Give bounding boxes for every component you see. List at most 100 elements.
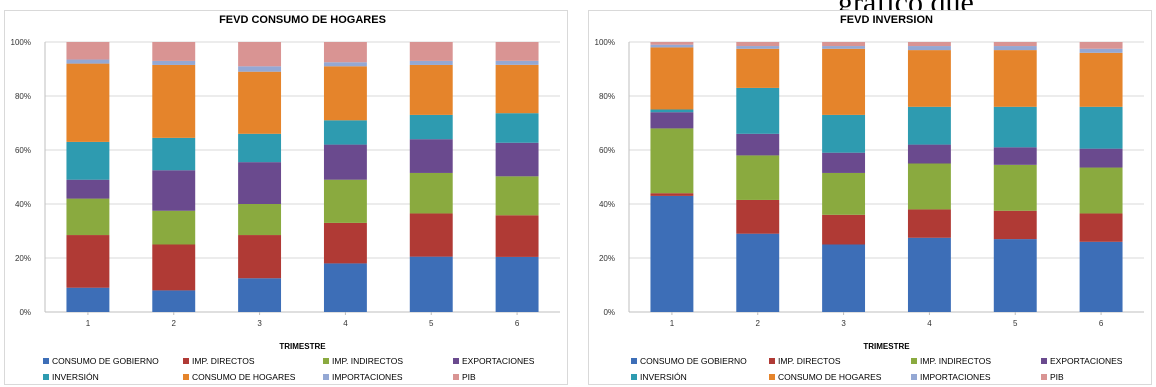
legend-item-imp-indirectos: IMP. INDIRECTOS xyxy=(911,356,991,366)
bar-segment-importaciones-2 xyxy=(152,60,196,65)
bar-segment-imp-directos-1 xyxy=(66,235,110,288)
bar-segment-consumo-de-gobierno-5 xyxy=(409,256,453,312)
bar-segment-importaciones-3 xyxy=(238,66,282,72)
bar-segment-inversion-3 xyxy=(238,133,282,163)
legend-swatch xyxy=(43,358,49,364)
bar-segment-consumo-de-hogares-5 xyxy=(993,50,1037,107)
bar-segment-imp-indirectos-5 xyxy=(993,164,1037,211)
bar-segment-consumo-de-gobierno-2 xyxy=(152,290,196,312)
y-tick-label: 20% xyxy=(599,254,615,263)
x-tick-label: 3 xyxy=(257,319,262,328)
legend-label: IMPORTACIONES xyxy=(920,372,991,382)
bar-segment-inversion-5 xyxy=(993,106,1037,148)
y-tick-label: 40% xyxy=(15,200,31,209)
bar-segment-consumo-de-hogares-2 xyxy=(736,48,780,88)
x-tick-label: 6 xyxy=(515,319,520,328)
bar-segment-imp-directos-3 xyxy=(238,235,282,279)
bar-segment-importaciones-4 xyxy=(907,46,951,51)
bar-segment-importaciones-5 xyxy=(993,46,1037,51)
bar-segment-imp-directos-1 xyxy=(650,193,694,196)
legend-swatch xyxy=(769,374,775,380)
legend-item-pib: PIB xyxy=(453,372,476,382)
bar-segment-exportaciones-2 xyxy=(152,170,196,211)
chart-svg: FEVD CONSUMO DE HOGARES 0% 20% 40% 60% 80% 100… xyxy=(11,14,560,382)
x-axis-title: TRIMESTRE xyxy=(863,342,910,351)
bar-segment-importaciones-5 xyxy=(409,60,453,65)
bar-segment-pib-6 xyxy=(495,42,539,61)
bar-segment-exportaciones-4 xyxy=(907,144,951,164)
bar-segment-consumo-de-gobierno-4 xyxy=(907,237,951,312)
bar-segment-importaciones-3 xyxy=(822,46,866,49)
bar-segment-inversion-2 xyxy=(152,137,196,171)
bar-segment-inversion-5 xyxy=(409,114,453,140)
bar-segment-consumo-de-hogares-4 xyxy=(323,66,367,121)
bar-segment-consumo-de-hogares-4 xyxy=(907,50,951,107)
bar-segment-pib-3 xyxy=(822,42,866,47)
legend-item-exportaciones: EXPORTACIONES xyxy=(1041,356,1123,366)
bar-segment-imp-indirectos-3 xyxy=(822,172,866,215)
bar-segment-consumo-de-gobierno-3 xyxy=(238,278,282,312)
chart-title: FEVD INVERSION xyxy=(840,14,933,26)
legend-swatch xyxy=(323,374,329,380)
legend-item-imp-directos: IMP. DIRECTOS xyxy=(183,356,255,366)
bar-segment-consumo-de-gobierno-3 xyxy=(822,244,866,312)
bar-segment-imp-indirectos-2 xyxy=(736,155,780,200)
bar-segment-inversion-4 xyxy=(907,106,951,145)
bar-segment-pib-5 xyxy=(409,42,453,61)
legend-swatch xyxy=(631,374,637,380)
x-tick-label: 4 xyxy=(927,319,932,328)
bar-segment-consumo-de-hogares-2 xyxy=(152,64,196,138)
bar-segment-imp-directos-2 xyxy=(736,199,780,234)
y-tick-label: 80% xyxy=(15,92,31,101)
legend-swatch xyxy=(911,358,917,364)
legend-label: IMP. DIRECTOS xyxy=(778,356,841,366)
x-tick-label: 2 xyxy=(172,319,177,328)
bar-segment-exportaciones-1 xyxy=(650,112,694,129)
legend-swatch xyxy=(183,358,189,364)
bar-segment-pib-2 xyxy=(736,42,780,47)
legend-label: IMPORTACIONES xyxy=(332,372,403,382)
y-tick-label: 100% xyxy=(595,38,615,47)
bar-segment-consumo-de-hogares-3 xyxy=(822,48,866,115)
chart-svg: FEVD INVERSION 0% 20% 40% 60% 80% 100% 1 2 3 4 5 6 TR… xyxy=(595,14,1144,382)
bar-segment-consumo-de-hogares-5 xyxy=(409,64,453,115)
bar-segment-pib-4 xyxy=(323,42,367,63)
x-tick-label: 6 xyxy=(1099,319,1104,328)
bar-segment-imp-indirectos-1 xyxy=(650,128,694,194)
bar-segment-imp-directos-2 xyxy=(152,244,196,291)
bar-segment-pib-1 xyxy=(650,42,694,45)
legend-item-consumo-de-gobierno: CONSUMO DE GOBIERNO xyxy=(631,356,747,366)
bar-segment-importaciones-6 xyxy=(495,60,539,65)
legend-label: CONSUMO DE GOBIERNO xyxy=(640,356,747,366)
bar-segment-imp-directos-6 xyxy=(1079,213,1123,242)
bar-segment-inversion-3 xyxy=(822,114,866,153)
y-tick-label: 80% xyxy=(599,92,615,101)
y-tick-label: 60% xyxy=(15,146,31,155)
bar-segment-imp-indirectos-6 xyxy=(1079,167,1123,214)
x-tick-label: 1 xyxy=(670,319,675,328)
bar-segment-imp-directos-4 xyxy=(907,209,951,238)
legend-item-consumo-de-hogares: CONSUMO DE HOGARES xyxy=(769,372,882,382)
chart-fevd-inversion: FEVD INVERSION 0% 20% 40% 60% 80% 100% 1 2 3 4 5 6 TR… xyxy=(588,10,1152,385)
bar-segment-exportaciones-5 xyxy=(409,139,453,173)
bar-segment-importaciones-1 xyxy=(66,59,110,64)
y-tick-label: 20% xyxy=(15,254,31,263)
bar-segment-imp-indirectos-3 xyxy=(238,204,282,236)
legend-label: PIB xyxy=(1050,372,1064,382)
legend-item-inversion: INVERSIÓN xyxy=(43,372,99,382)
bar-segment-inversion-1 xyxy=(66,141,110,180)
bar-segment-consumo-de-hogares-1 xyxy=(66,63,110,142)
legend-swatch xyxy=(453,358,459,364)
bar-segment-pib-4 xyxy=(907,42,951,47)
chart-fevd-consumo-hogares: FEVD CONSUMO DE HOGARES 0% 20% 40% 60% 80% 100… xyxy=(4,10,568,385)
bar-segment-imp-indirectos-5 xyxy=(409,172,453,214)
bar-segment-exportaciones-6 xyxy=(495,142,539,177)
legend-swatch xyxy=(183,374,189,380)
bar-segment-importaciones-4 xyxy=(323,62,367,67)
legend-swatch xyxy=(1041,374,1047,380)
legend-label: INVERSIÓN xyxy=(640,372,687,382)
x-tick-label: 5 xyxy=(1013,319,1018,328)
bar-segment-consumo-de-hogares-6 xyxy=(495,64,539,114)
bar-segment-importaciones-2 xyxy=(736,46,780,49)
bar-segment-inversion-6 xyxy=(495,113,539,143)
